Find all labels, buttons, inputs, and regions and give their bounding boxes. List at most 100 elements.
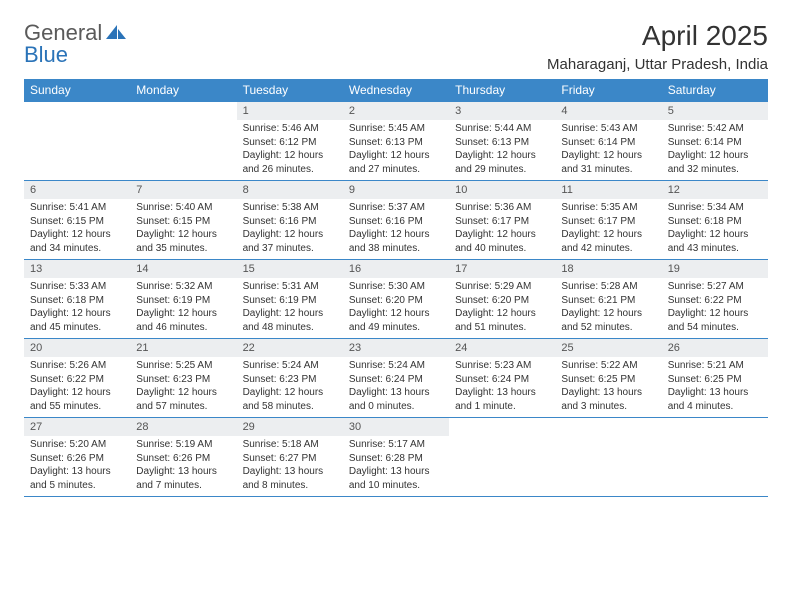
day-cell: 30Sunrise: 5:17 AMSunset: 6:28 PMDayligh… [343,418,449,496]
daylight-line: Daylight: 12 hours and 54 minutes. [668,307,762,334]
sunset-line: Sunset: 6:18 PM [30,294,124,308]
sunrise-line: Sunrise: 5:22 AM [561,359,655,373]
sunset-line: Sunset: 6:23 PM [136,373,230,387]
sunset-line: Sunset: 6:18 PM [668,215,762,229]
day-number: 26 [662,339,768,357]
sunset-line: Sunset: 6:27 PM [243,452,337,466]
sunset-line: Sunset: 6:24 PM [455,373,549,387]
week-row: 6Sunrise: 5:41 AMSunset: 6:15 PMDaylight… [24,180,768,259]
month-title: April 2025 [547,20,768,52]
daylight-line: Daylight: 13 hours and 10 minutes. [349,465,443,492]
day-number: 5 [662,102,768,120]
day-details: Sunrise: 5:24 AMSunset: 6:24 PMDaylight:… [343,357,449,417]
sunrise-line: Sunrise: 5:32 AM [136,280,230,294]
sunset-line: Sunset: 6:19 PM [136,294,230,308]
daylight-line: Daylight: 12 hours and 34 minutes. [30,228,124,255]
sunrise-line: Sunrise: 5:17 AM [349,438,443,452]
daylight-line: Daylight: 12 hours and 31 minutes. [561,149,655,176]
day-cell: 11Sunrise: 5:35 AMSunset: 6:17 PMDayligh… [555,181,661,259]
sunrise-line: Sunrise: 5:26 AM [30,359,124,373]
day-number: 24 [449,339,555,357]
sunrise-line: Sunrise: 5:29 AM [455,280,549,294]
day-cell: 2Sunrise: 5:45 AMSunset: 6:13 PMDaylight… [343,102,449,180]
sunset-line: Sunset: 6:22 PM [30,373,124,387]
page: GeneralBlue April 2025 Maharaganj, Uttar… [0,0,792,517]
weekday-header: Thursday [449,79,555,101]
daylight-line: Daylight: 12 hours and 42 minutes. [561,228,655,255]
day-number: 2 [343,102,449,120]
sunrise-line: Sunrise: 5:19 AM [136,438,230,452]
day-cell: 22Sunrise: 5:24 AMSunset: 6:23 PMDayligh… [237,339,343,417]
weekday-header: Sunday [24,79,130,101]
day-number: 22 [237,339,343,357]
daylight-line: Daylight: 12 hours and 45 minutes. [30,307,124,334]
day-number: 3 [449,102,555,120]
day-details: Sunrise: 5:40 AMSunset: 6:15 PMDaylight:… [130,199,236,259]
day-details: Sunrise: 5:20 AMSunset: 6:26 PMDaylight:… [24,436,130,496]
sunset-line: Sunset: 6:13 PM [349,136,443,150]
sunset-line: Sunset: 6:26 PM [30,452,124,466]
empty-day-cell [130,102,236,180]
day-cell: 3Sunrise: 5:44 AMSunset: 6:13 PMDaylight… [449,102,555,180]
daylight-line: Daylight: 13 hours and 4 minutes. [668,386,762,413]
daylight-line: Daylight: 12 hours and 52 minutes. [561,307,655,334]
daylight-line: Daylight: 12 hours and 51 minutes. [455,307,549,334]
daylight-line: Daylight: 13 hours and 7 minutes. [136,465,230,492]
sunset-line: Sunset: 6:20 PM [349,294,443,308]
week-row: 20Sunrise: 5:26 AMSunset: 6:22 PMDayligh… [24,338,768,417]
day-details: Sunrise: 5:26 AMSunset: 6:22 PMDaylight:… [24,357,130,417]
sunrise-line: Sunrise: 5:23 AM [455,359,549,373]
calendar: SundayMondayTuesdayWednesdayThursdayFrid… [24,79,768,497]
daylight-line: Daylight: 12 hours and 35 minutes. [136,228,230,255]
daylight-line: Daylight: 12 hours and 58 minutes. [243,386,337,413]
day-number: 4 [555,102,661,120]
day-details: Sunrise: 5:45 AMSunset: 6:13 PMDaylight:… [343,120,449,180]
day-details: Sunrise: 5:42 AMSunset: 6:14 PMDaylight:… [662,120,768,180]
sunset-line: Sunset: 6:26 PM [136,452,230,466]
sunrise-line: Sunrise: 5:44 AM [455,122,549,136]
title-block: April 2025 Maharaganj, Uttar Pradesh, In… [547,20,768,73]
day-number: 12 [662,181,768,199]
daylight-line: Daylight: 12 hours and 29 minutes. [455,149,549,176]
daylight-line: Daylight: 12 hours and 43 minutes. [668,228,762,255]
day-cell: 17Sunrise: 5:29 AMSunset: 6:20 PMDayligh… [449,260,555,338]
day-cell: 6Sunrise: 5:41 AMSunset: 6:15 PMDaylight… [24,181,130,259]
day-cell: 29Sunrise: 5:18 AMSunset: 6:27 PMDayligh… [237,418,343,496]
day-details: Sunrise: 5:32 AMSunset: 6:19 PMDaylight:… [130,278,236,338]
day-details: Sunrise: 5:34 AMSunset: 6:18 PMDaylight:… [662,199,768,259]
empty-day-cell [555,418,661,496]
empty-day-cell [24,102,130,180]
day-cell: 26Sunrise: 5:21 AMSunset: 6:25 PMDayligh… [662,339,768,417]
daylight-line: Daylight: 12 hours and 32 minutes. [668,149,762,176]
day-cell: 27Sunrise: 5:20 AMSunset: 6:26 PMDayligh… [24,418,130,496]
sunset-line: Sunset: 6:22 PM [668,294,762,308]
day-number: 6 [24,181,130,199]
sunrise-line: Sunrise: 5:36 AM [455,201,549,215]
day-cell: 15Sunrise: 5:31 AMSunset: 6:19 PMDayligh… [237,260,343,338]
day-details: Sunrise: 5:43 AMSunset: 6:14 PMDaylight:… [555,120,661,180]
day-cell: 7Sunrise: 5:40 AMSunset: 6:15 PMDaylight… [130,181,236,259]
day-number: 29 [237,418,343,436]
sunrise-line: Sunrise: 5:35 AM [561,201,655,215]
day-details: Sunrise: 5:25 AMSunset: 6:23 PMDaylight:… [130,357,236,417]
sunset-line: Sunset: 6:17 PM [561,215,655,229]
empty-day-cell [662,418,768,496]
weekday-header: Wednesday [343,79,449,101]
day-cell: 5Sunrise: 5:42 AMSunset: 6:14 PMDaylight… [662,102,768,180]
daylight-line: Daylight: 13 hours and 0 minutes. [349,386,443,413]
day-details: Sunrise: 5:36 AMSunset: 6:17 PMDaylight:… [449,199,555,259]
day-details: Sunrise: 5:33 AMSunset: 6:18 PMDaylight:… [24,278,130,338]
day-details: Sunrise: 5:46 AMSunset: 6:12 PMDaylight:… [237,120,343,180]
header: GeneralBlue April 2025 Maharaganj, Uttar… [24,20,768,73]
sunrise-line: Sunrise: 5:24 AM [243,359,337,373]
empty-day-cell [449,418,555,496]
sunset-line: Sunset: 6:15 PM [136,215,230,229]
daylight-line: Daylight: 12 hours and 49 minutes. [349,307,443,334]
day-details: Sunrise: 5:28 AMSunset: 6:21 PMDaylight:… [555,278,661,338]
day-details: Sunrise: 5:22 AMSunset: 6:25 PMDaylight:… [555,357,661,417]
day-cell: 23Sunrise: 5:24 AMSunset: 6:24 PMDayligh… [343,339,449,417]
day-number: 17 [449,260,555,278]
sunrise-line: Sunrise: 5:37 AM [349,201,443,215]
day-number: 13 [24,260,130,278]
daylight-line: Daylight: 12 hours and 27 minutes. [349,149,443,176]
